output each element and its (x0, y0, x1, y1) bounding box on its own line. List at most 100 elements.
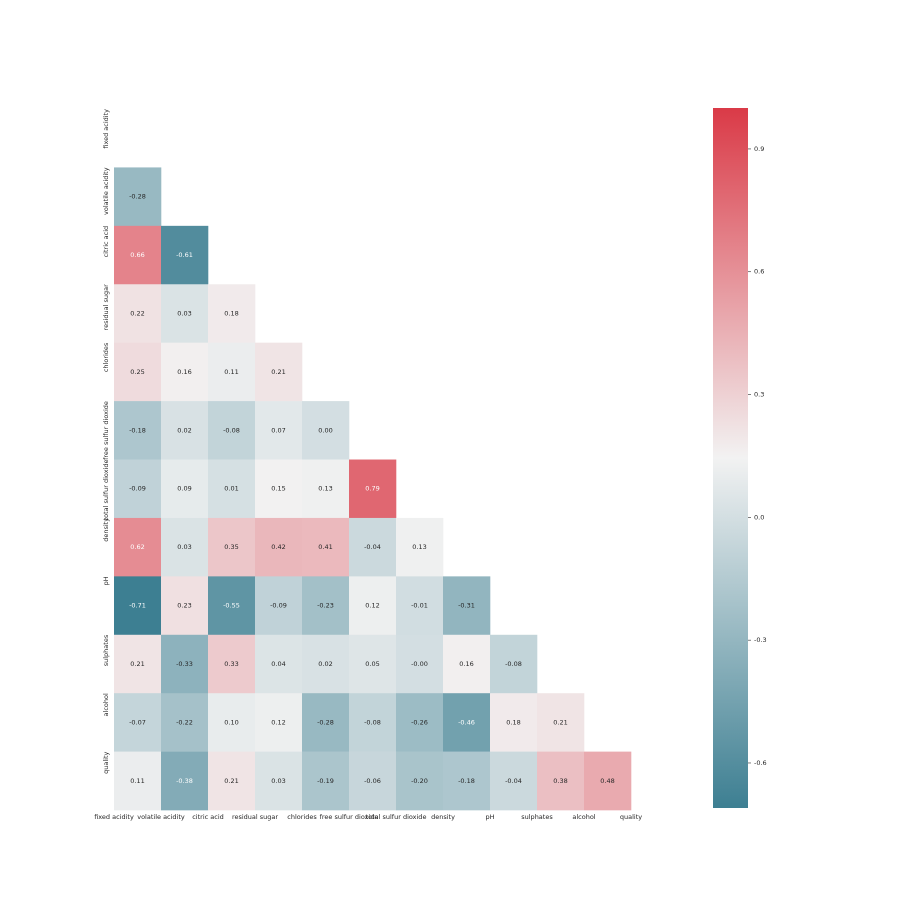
cell-label: -0.23 (317, 602, 334, 610)
heatmap-cell (114, 634, 162, 694)
x-tick-label: chlorides (287, 813, 317, 821)
cell-label: 0.03 (177, 309, 191, 317)
heatmap-cell (349, 517, 397, 577)
colorbar-tick-label: 0.3 (754, 391, 764, 399)
cell-label: 0.38 (553, 777, 567, 785)
cell-label: 0.04 (271, 660, 285, 668)
cell-label: 0.25 (130, 368, 144, 376)
cell-label: 0.10 (224, 718, 238, 726)
cell-label: 0.02 (177, 426, 191, 434)
colorbar-tick-label: 0.6 (754, 268, 764, 276)
x-tick-label: pH (485, 813, 494, 821)
cell-label: -0.71 (129, 602, 146, 610)
y-tick-label: quality (102, 751, 110, 773)
cell-label: 0.41 (318, 543, 332, 551)
heatmap-cell (537, 751, 585, 811)
heatmap-cell (349, 459, 397, 519)
heatmap-cell (114, 517, 162, 577)
heatmap-cell (161, 401, 209, 460)
y-tick-label: free sulfur dioxide (102, 401, 110, 460)
heatmap-cell (490, 751, 538, 811)
heatmap-cell (114, 225, 162, 285)
cell-label: 0.00 (318, 426, 332, 434)
heatmap-cell (255, 751, 303, 811)
cell-label: 0.23 (177, 602, 191, 610)
cell-label: 0.07 (271, 426, 285, 434)
y-tick-label: citric acid (102, 226, 110, 258)
heatmap-cell (161, 342, 209, 402)
x-tick-label: total sulfur dioxide (366, 813, 427, 821)
heatmap-cell (208, 693, 256, 752)
heatmap-cell (114, 401, 162, 460)
heatmap-cell (161, 459, 209, 519)
cell-label: -0.08 (364, 718, 381, 726)
cell-label: 0.09 (177, 485, 191, 493)
heatmap-cell (349, 576, 397, 636)
cell-label: 0.15 (271, 485, 285, 493)
heatmap-cell (114, 284, 162, 343)
colorbar (713, 108, 748, 808)
heatmap-cell (443, 693, 491, 752)
heatmap-cell (208, 342, 256, 402)
x-tick-label: density (431, 813, 455, 821)
cell-label: -0.19 (317, 777, 334, 785)
x-tick-label: fixed acidity (94, 813, 134, 821)
heatmap-cell (302, 576, 350, 636)
heatmap-cell (208, 634, 256, 694)
y-tick-label: pH (102, 576, 110, 585)
heatmap-cell (161, 284, 209, 343)
cell-label: -0.04 (364, 543, 381, 551)
cell-label: 0.12 (271, 718, 285, 726)
heatmap-cell (114, 459, 162, 519)
cell-label: -0.28 (317, 718, 334, 726)
cell-label: 0.21 (130, 660, 144, 668)
x-tick-label: residual sugar (232, 813, 278, 821)
colorbar-tick-label: 0.0 (754, 513, 764, 521)
cell-label: -0.08 (223, 426, 240, 434)
y-tick-label: fixed acidity (102, 109, 110, 149)
heatmap-cell (302, 517, 350, 577)
heatmap-cell (255, 401, 303, 460)
cell-label: 0.11 (224, 368, 238, 376)
y-tick-label: total sulfur dioxide (102, 460, 110, 521)
x-tick-label: sulphates (521, 813, 553, 821)
x-tick-label: quality (620, 813, 642, 821)
cell-label: 0.42 (271, 543, 285, 551)
cell-label: -0.09 (270, 602, 287, 610)
x-tick-label: alcohol (572, 813, 595, 821)
heatmap-cell (114, 576, 162, 636)
heatmap-cell (584, 751, 632, 811)
cell-label: 0.13 (412, 543, 426, 551)
heatmap-cell (443, 576, 491, 636)
heatmap-cell (161, 576, 209, 636)
heatmap-cell (255, 342, 303, 402)
heatmap-cell (208, 751, 256, 811)
cell-label: -0.00 (411, 660, 428, 668)
heatmap-cell (396, 693, 444, 752)
cell-label: -0.38 (176, 777, 193, 785)
cell-label: -0.31 (458, 602, 475, 610)
heatmap-cell (161, 751, 209, 811)
cell-label: -0.09 (129, 485, 146, 493)
cell-label: 0.18 (224, 309, 238, 317)
heatmap-cell (161, 634, 209, 694)
cell-label: 0.79 (365, 485, 379, 493)
cell-label: 0.02 (318, 660, 332, 668)
cell-label: -0.06 (364, 777, 381, 785)
colorbar-tick-label: 0.9 (754, 145, 764, 153)
heatmap-cell (255, 517, 303, 577)
x-tick-label: free sulfur dioxide (320, 813, 379, 821)
cell-label: -0.18 (458, 777, 475, 785)
cell-label: -0.28 (129, 193, 146, 201)
cell-label: 0.13 (318, 485, 332, 493)
heatmap-cell (349, 693, 397, 752)
colorbar-tick-label: -0.6 (754, 759, 767, 767)
cell-label: 0.21 (224, 777, 238, 785)
heatmap-cell (302, 459, 350, 519)
heatmap-cell (161, 693, 209, 752)
heatmap-cell (490, 693, 538, 752)
heatmap-cell (114, 167, 162, 227)
heatmap-cell (537, 693, 585, 752)
heatmap-cell (255, 634, 303, 694)
